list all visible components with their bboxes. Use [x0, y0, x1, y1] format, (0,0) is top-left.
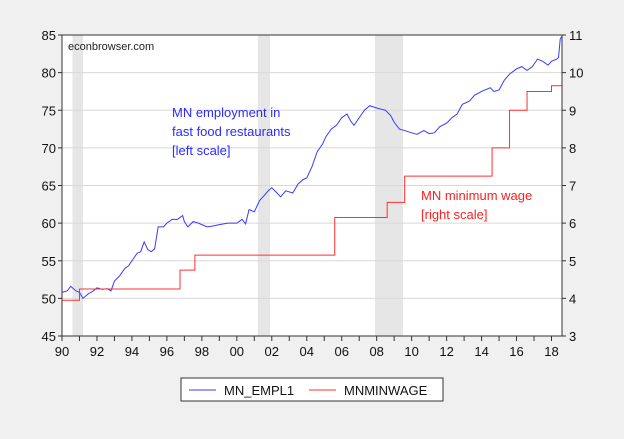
right-tick-label: 4 — [569, 291, 576, 306]
series-lines — [61, 36, 563, 301]
right-tick-label: 7 — [569, 179, 576, 194]
left-tick-label: 70 — [42, 141, 56, 156]
series-line-mnminwage — [62, 85, 562, 301]
x-tick-label: 92 — [90, 344, 104, 359]
left-tick-label: 55 — [42, 254, 56, 269]
x-tick-label: 00 — [230, 344, 244, 359]
gridlines — [62, 72, 562, 299]
annotation-employment-line-1: MN employment in — [172, 105, 280, 120]
legend-label-mnminwage: MNMINWAGE — [344, 383, 428, 398]
x-tick-label: 10 — [404, 344, 418, 359]
left-tick-label: 75 — [42, 103, 56, 118]
annotation-minwage-line-2: [right scale] — [421, 207, 487, 222]
x-tick-label: 04 — [300, 344, 314, 359]
x-tick-label: 16 — [509, 344, 523, 359]
x-tick-label: 18 — [544, 344, 558, 359]
annotation-minwage: MN minimum wage [right scale] — [421, 188, 532, 222]
x-tick-label: 08 — [369, 344, 383, 359]
right-tick-label: 8 — [569, 141, 576, 156]
x-tick-label: 02 — [265, 344, 279, 359]
series-line-mn-empl1 — [61, 36, 563, 300]
legend: MN_EMPL1 MNMINWAGE — [180, 377, 444, 402]
annotation-employment-line-3: [left scale] — [172, 143, 231, 158]
right-tick-label: 10 — [569, 66, 583, 81]
x-tick-label: 98 — [195, 344, 209, 359]
x-tick-label: 06 — [334, 344, 348, 359]
x-tick-label: 14 — [474, 344, 488, 359]
annotation-employment: MN employment in fast food restaurants [… — [172, 105, 291, 158]
x-tick-label: 94 — [125, 344, 139, 359]
left-tick-label: 65 — [42, 179, 56, 194]
watermark: econbrowser.com — [68, 41, 154, 53]
right-tick-label: 6 — [569, 216, 576, 231]
right-tick-label: 5 — [569, 254, 576, 269]
right-tick-label: 9 — [569, 103, 576, 118]
left-tick-label: 50 — [42, 291, 56, 306]
annotation-employment-line-2: fast food restaurants — [172, 124, 291, 139]
left-tick-label: 45 — [42, 329, 56, 344]
left-tick-label: 85 — [42, 28, 56, 43]
right-tick-label: 3 — [569, 329, 576, 344]
left-tick-label: 60 — [42, 216, 56, 231]
legend-label-mn-empl1: MN_EMPL1 — [224, 383, 294, 398]
x-tick-label: 90 — [55, 344, 69, 359]
right-tick-label: 11 — [569, 28, 583, 43]
x-tick-label: 96 — [160, 344, 174, 359]
left-tick-label: 80 — [42, 66, 56, 81]
x-tick-label: 12 — [439, 344, 453, 359]
annotation-minwage-line-1: MN minimum wage — [421, 188, 532, 203]
